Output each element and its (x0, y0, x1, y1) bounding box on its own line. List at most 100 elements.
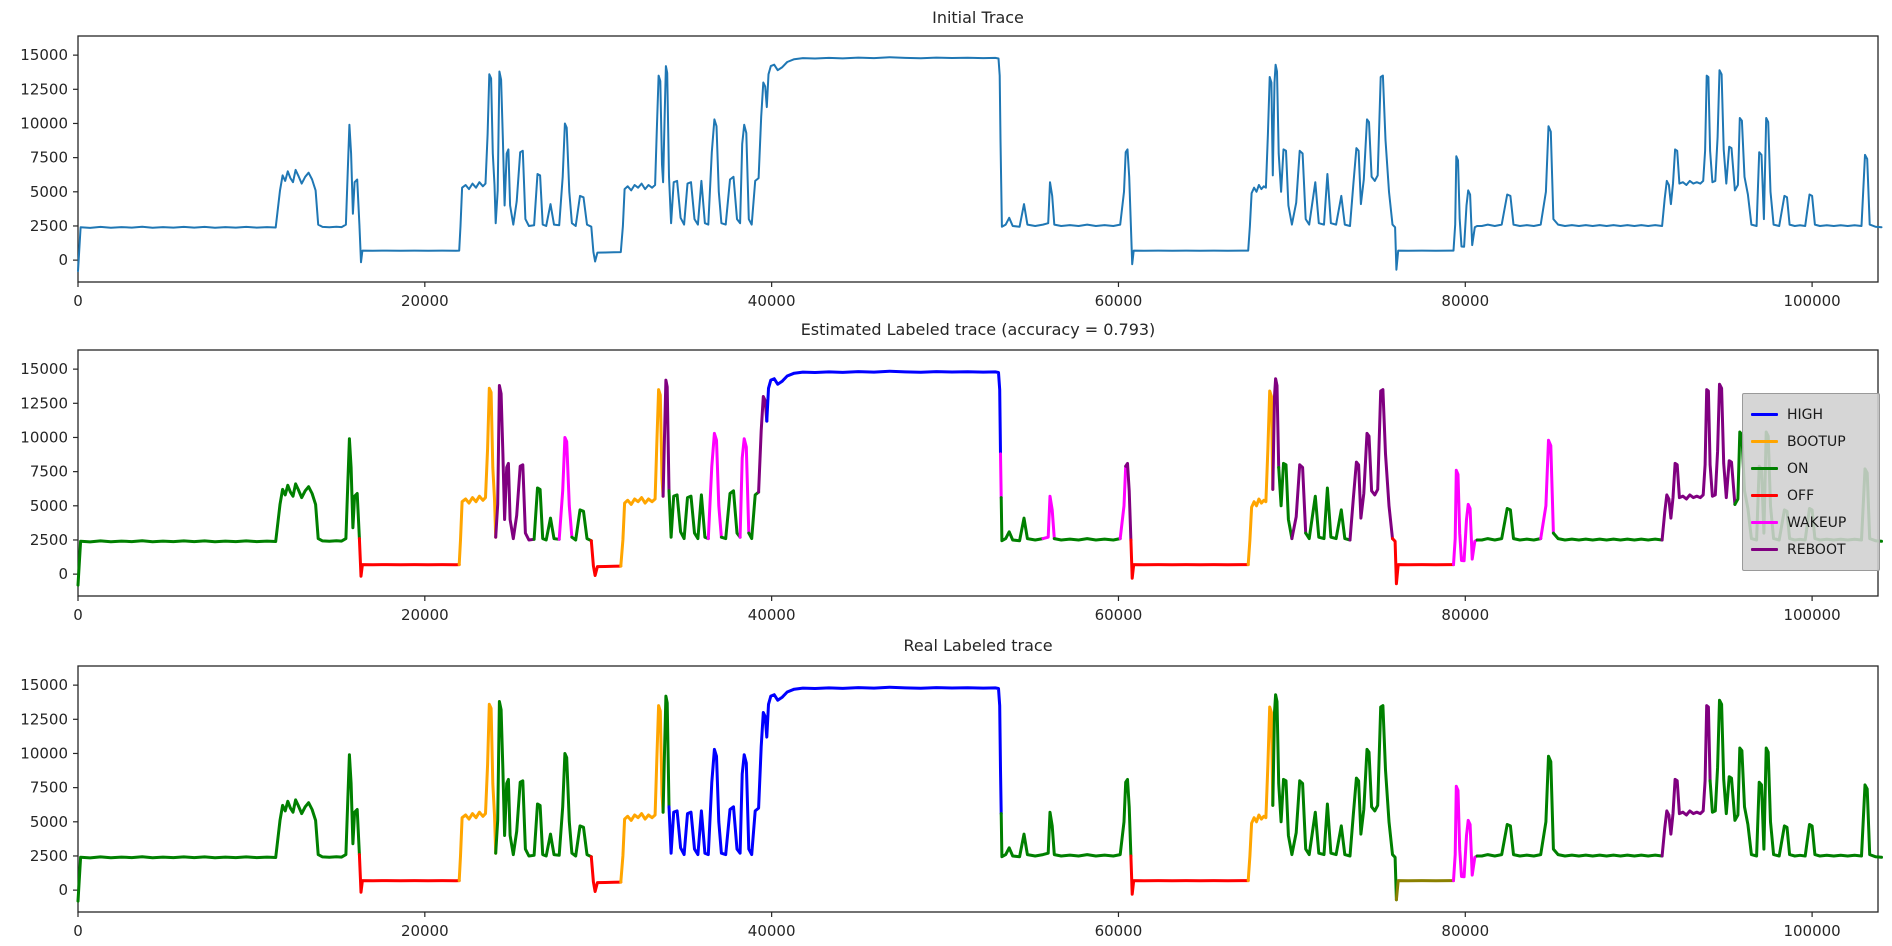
trace-segment-wakeup (1452, 468, 1479, 567)
trace-segment-on (1475, 754, 1664, 858)
legend-swatch (1751, 467, 1778, 470)
trace-segment-on (1277, 461, 1294, 541)
legend-item-wakeup: WAKEUP (1751, 509, 1873, 536)
trace-segment-wakeup (1041, 494, 1056, 541)
trace-segment-reboot (1660, 382, 1737, 542)
x-tick-label: 40000 (748, 606, 796, 622)
trace-segment-on (999, 496, 1045, 543)
x-tick-label: 0 (73, 292, 83, 308)
x-tick-label: 40000 (748, 292, 796, 308)
subplot-estimated-trace: Estimated Labeled trace (accuracy = 0.79… (0, 308, 1892, 622)
trace-segment-on (76, 753, 361, 903)
x-tick-label: 40000 (748, 922, 796, 938)
trace-segment-reboot (661, 378, 671, 498)
y-tick-label: 2500 (30, 217, 68, 235)
y-tick-label: 5000 (30, 497, 68, 515)
initial-trace-plot: 0 2500 5000 7500 10000 12500 15000 0 20000 40000 6… (20, 35, 1883, 308)
trace-segment-off (1391, 537, 1455, 586)
x-tick-label: 100000 (1783, 292, 1840, 308)
trace-segment-reboot (757, 395, 769, 494)
y-tick-label: 15000 (20, 360, 68, 378)
trace-segment-high (765, 369, 1002, 456)
initial-trace-title: Initial Trace (932, 8, 1024, 27)
trace-segment-off (357, 853, 461, 894)
trace-segment-on (661, 694, 671, 814)
trace-segment-on (532, 486, 561, 542)
subplot-initial-trace: Initial Trace 0 2500 5000 7500 10000 12500 150… (0, 0, 1892, 308)
trace-segment-reboot (1271, 377, 1281, 491)
legend-label: HIGH (1787, 406, 1824, 423)
real-trace-plot: 0 2500 5000 7500 10000 12500 15000 0 20000 40000 6… (20, 665, 1883, 938)
x-tick-label: 20000 (401, 292, 449, 308)
trace-segment-wakeup (1452, 784, 1479, 883)
legend-label: BOOTUP (1787, 433, 1846, 450)
trace-segment-on (76, 437, 361, 587)
trace-segment-on (494, 700, 593, 859)
legend-item-off: OFF (1751, 482, 1873, 509)
trace-segment-on (747, 490, 761, 541)
trace-segment-on (570, 508, 593, 543)
trace-segment-high (667, 685, 1003, 857)
x-tick-label: 60000 (1095, 922, 1143, 938)
trace-segment-bootup (619, 388, 665, 568)
y-tick-label: 12500 (20, 710, 68, 728)
axes-frame (77, 35, 1879, 283)
trace-segment-off (357, 537, 461, 578)
trace-segment-reboot (1660, 704, 1712, 858)
real-trace-title: Real Labeled trace (903, 636, 1053, 655)
trace-segment-bootup (457, 386, 498, 567)
legend-swatch (1751, 548, 1778, 551)
trace-segment-wakeup (738, 437, 751, 539)
legend-item-reboot: REBOOT (1751, 536, 1873, 563)
y-tick-label: 12500 (20, 80, 68, 98)
trace-segment-off (1129, 854, 1250, 896)
trace-segment-on (1475, 507, 1543, 542)
legend-swatch (1751, 413, 1778, 416)
estimated-trace-plot: 0 2500 5000 7500 10000 12500 15000 0 20000 40000 6… (20, 349, 1883, 622)
trace-segment-bootup (1246, 389, 1275, 567)
trace-segment-off (589, 855, 623, 893)
trace-segment-off (589, 539, 623, 577)
trace-segment-reboot (1290, 463, 1308, 541)
y-tick-label: 5000 (30, 183, 68, 201)
trace-segment-reboot (1348, 388, 1394, 542)
y-tick-label: 0 (58, 881, 68, 899)
trace-segment-wakeup (999, 452, 1003, 500)
y-tick-label: 5000 (30, 813, 68, 831)
x-tick-label: 20000 (401, 606, 449, 622)
subplot-real-trace: Real Labeled trace 0 2500 5000 7500 10000 125… (0, 622, 1892, 946)
y-tick-label: 7500 (30, 149, 68, 167)
trace-segment-reboot (494, 384, 536, 542)
x-tick-label: 100000 (1783, 922, 1840, 938)
y-tick-label: 10000 (20, 744, 68, 762)
trace-segment-on (1271, 693, 1398, 902)
trace-segment-bootup (1246, 705, 1275, 883)
legend-item-bootup: BOOTUP (1751, 428, 1873, 455)
y-tick-label: 15000 (20, 676, 68, 694)
legend: HIGH BOOTUP ON OFF WAKEUP REBOOT (1742, 393, 1880, 571)
trace-segment-reboot (1124, 461, 1133, 542)
legend-swatch (1751, 494, 1778, 497)
x-tick-label: 80000 (1441, 922, 1489, 938)
x-tick-label: 20000 (401, 922, 449, 938)
trace-segment-off (1129, 538, 1250, 580)
trace-segment-olive (1394, 879, 1455, 902)
trace-segment-bootup (619, 704, 665, 884)
y-tick-label: 2500 (30, 531, 68, 549)
y-tick-label: 2500 (30, 847, 68, 865)
legend-label: OFF (1787, 487, 1815, 504)
axes-frame (77, 665, 1879, 913)
x-tick-label: 80000 (1441, 606, 1489, 622)
trace-segment-wakeup (1118, 464, 1128, 541)
trace-segment-on (667, 489, 710, 541)
y-tick-label: 10000 (20, 428, 68, 446)
legend-item-high: HIGH (1751, 401, 1873, 428)
estimated-trace-title: Estimated Labeled trace (accuracy = 0.79… (800, 320, 1156, 339)
trace-segment-on (1708, 698, 1883, 859)
legend-label: WAKEUP (1787, 514, 1847, 531)
legend-item-on: ON (1751, 455, 1873, 482)
trace-segment-trace (77, 56, 1883, 273)
trace-segment-wakeup (557, 436, 574, 541)
y-tick-label: 7500 (30, 779, 68, 797)
